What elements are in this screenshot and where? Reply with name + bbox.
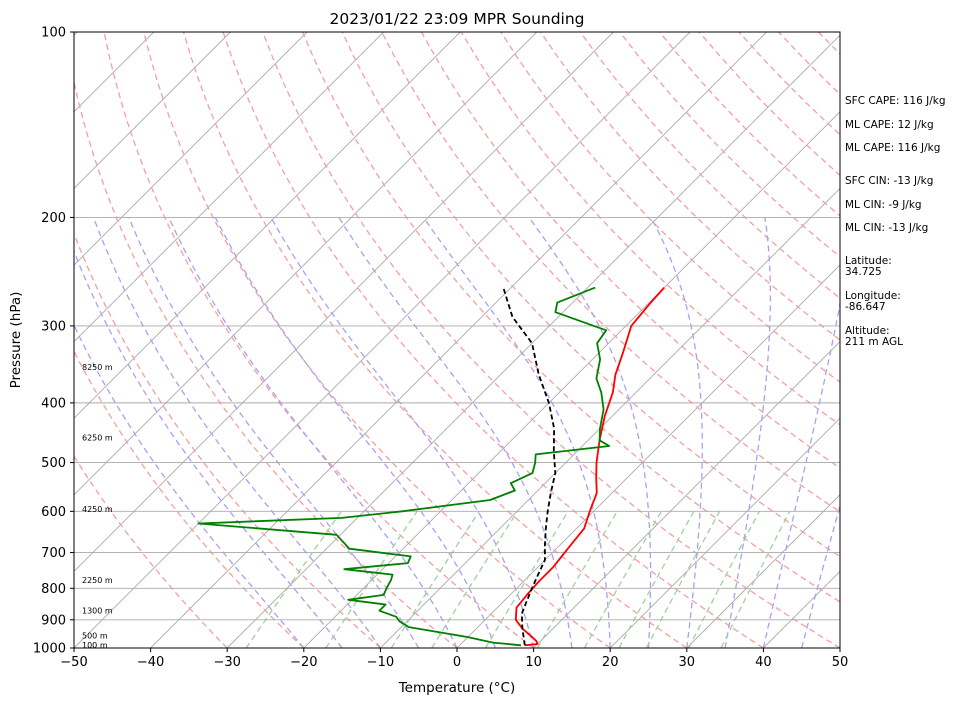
isotherm-line [533,340,840,648]
y-tick-label: 700 [41,546,66,561]
dry-adiabat-line [143,32,611,648]
sidebar-stat: ML CAPE: 116 J/kg [845,142,940,154]
moist-adiabat-line [214,217,496,648]
dry-adiabat-line [262,32,840,648]
x-tick-label: −10 [367,655,394,670]
dry-adiabat-line [103,32,534,648]
y-axis: 1000 900 800 700 600 500 400 300 200 100 [33,26,74,657]
moist-adiabat-line [650,217,703,648]
sidebar-stat: Altitude: [845,325,890,337]
sidebar-stat: ML CAPE: 12 J/kg [845,119,934,131]
height-label: 500 m [82,632,108,641]
sidebar-stat: ML CIN: -9 J/kg [845,199,922,211]
sidebar-stat: Latitude: [845,255,892,267]
height-label: 6250 m [82,433,113,442]
isotherm-line [74,32,384,343]
chart-title: 2023/01/22 23:09 MPR Sounding [329,10,584,28]
mixing-ratio-line [645,510,721,648]
y-axis-label: Pressure (hPa) [8,292,24,389]
moist-adiabat-line [74,323,305,648]
x-tick-label: 40 [755,655,772,670]
sidebar-stat-value: 211 m AGL [845,336,903,348]
sidebar-stat: SFC CIN: -13 J/kg [845,175,933,187]
dry-adiabat-line [74,454,228,648]
isotherm-line [74,32,691,648]
mixing-ratio-line [431,510,519,648]
dry-adiabat-line [222,32,764,648]
isotherm-line [74,32,308,266]
isotherm-line [74,32,538,496]
x-axis-label: Temperature (°C) [398,680,516,696]
mixing-ratio-line [688,510,760,648]
mixing-ratio-line [484,510,569,648]
moist-adiabat-line [168,217,458,648]
dewpoint-profile-line [197,286,611,647]
x-tick-label: −50 [60,655,87,670]
y-tick-label: 300 [41,319,66,334]
x-tick-label: 10 [525,655,542,670]
sounding-profiles [197,286,665,647]
sidebar-stat: ML CIN: -13 J/kg [845,222,928,234]
y-tick-label: 500 [41,456,66,471]
x-tick-label: 0 [453,655,461,670]
temperature-profile-line [514,286,665,647]
mixing-ratio-line [536,510,618,648]
plot-frame [73,31,841,649]
height-label: 1300 m [82,607,113,616]
dry-adiabat-line [74,231,381,648]
x-tick-label: 30 [679,655,696,670]
sidebar-stat: Longitude: [845,290,901,302]
height-label: 2250 m [82,576,113,585]
sidebar-stat-value: 34.725 [845,266,882,278]
dry-adiabat-line [579,32,840,300]
background-lines [0,32,840,648]
moist-adiabat-line [422,217,611,648]
x-tick-label: 50 [832,655,849,670]
x-axis: −50 −40 −30 −20 −10 0 10 20 30 40 50 [60,648,848,670]
isotherm-line [456,264,840,648]
mixing-ratio-line [583,510,662,648]
moist-adiabat-line [762,300,840,648]
x-tick-label: −20 [290,655,317,670]
y-tick-label: 100 [41,26,66,41]
mixing-ratio-line [720,511,791,648]
mixing-ratio-line [325,510,418,648]
isotherm-line [150,32,767,648]
x-tick-label: 20 [602,655,619,670]
dry-adiabat-line [182,32,688,648]
moist-adiabat-line [724,217,772,648]
isotherm-line [74,32,461,419]
height-label: 8250 m [82,363,113,372]
isotherm-line [303,111,840,648]
isotherm-line [226,34,840,648]
sounding-stats-panel: SFC CAPE: 116 J/kg ML CAPE: 12 J/kg ML CAP… [845,95,946,348]
x-tick-label: −40 [137,655,164,670]
isotherm-line [686,494,840,648]
y-tick-label: 800 [41,582,66,597]
sidebar-stat: SFC CAPE: 116 J/kg [845,95,946,107]
y-tick-label: 600 [41,505,66,520]
y-tick-label: 900 [41,613,66,628]
x-tick-label: −30 [213,655,240,670]
isotherm-line [74,32,614,573]
moist-adiabat-line [128,217,420,648]
isotherm-line [380,187,840,648]
moist-adiabat-line [270,217,535,648]
isotherm-line [74,32,231,190]
height-label: 4250 m [82,505,113,514]
parcel-profile-line [502,287,557,646]
isotherm-line [609,417,840,648]
y-tick-label: 200 [41,211,66,226]
pressure-grid [74,32,840,648]
isotherm-line [0,32,1,648]
dry-adiabat-line [74,349,305,648]
sidebar-stat-value: -86.647 [845,301,886,313]
height-label: 100 m [82,641,108,650]
y-tick-label: 400 [41,396,66,411]
mixing-ratio-line [618,510,695,648]
dry-adiabat-line [74,79,458,648]
y-tick-label: 1000 [33,642,66,657]
